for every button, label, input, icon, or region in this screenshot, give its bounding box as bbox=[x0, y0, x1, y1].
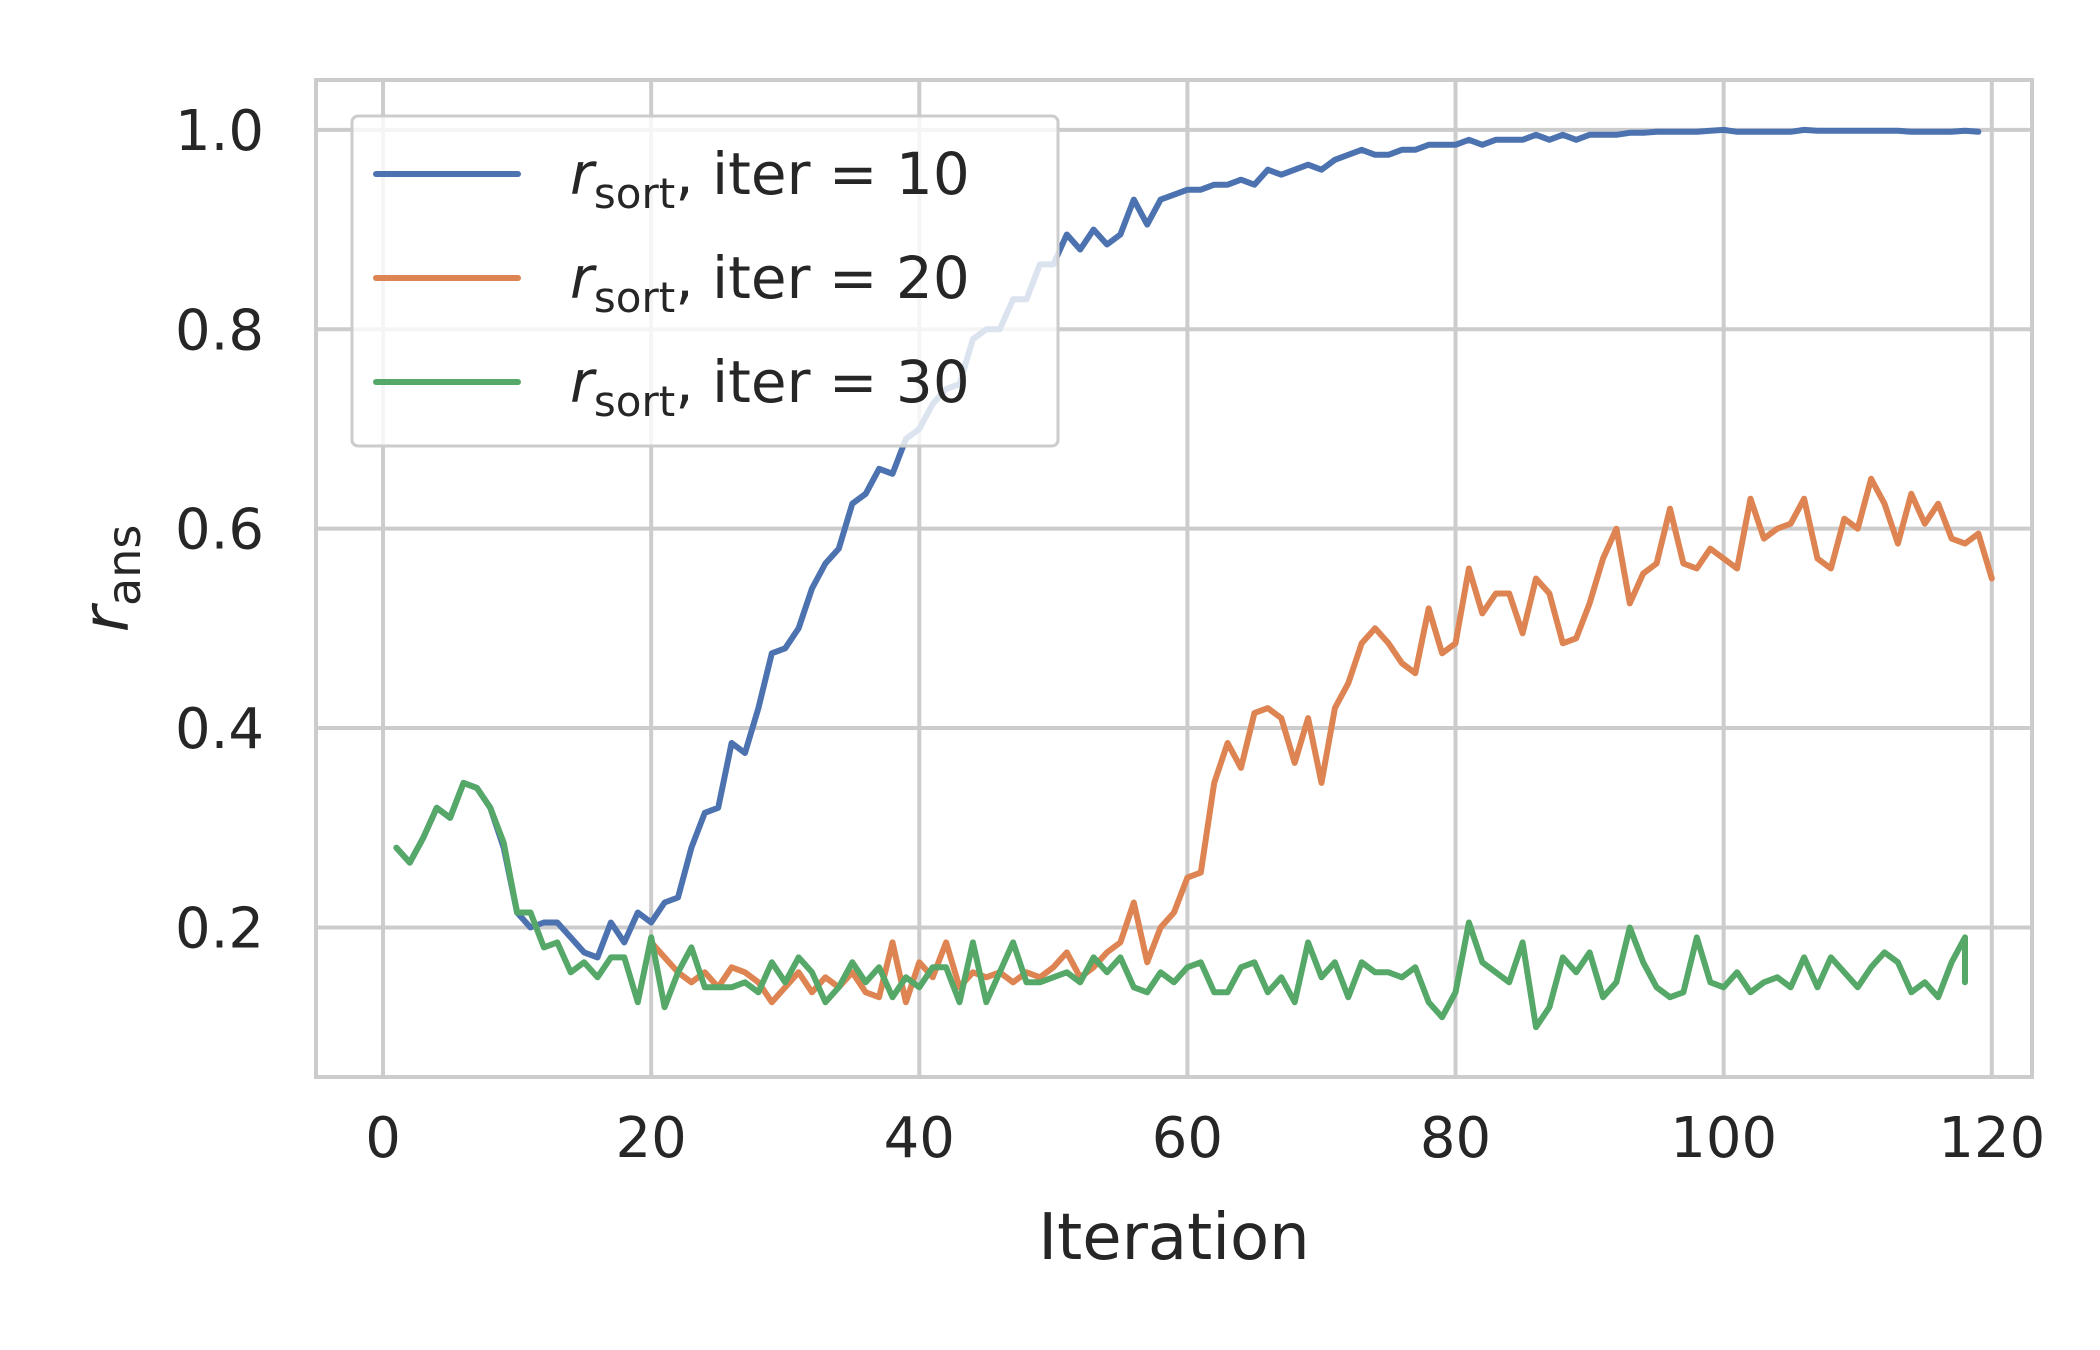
legend-label-3: rsort, iter = 30 bbox=[570, 348, 970, 426]
x-tick-label: 100 bbox=[1670, 1106, 1777, 1171]
series-layer bbox=[393, 126, 1995, 1031]
x-tick-label: 40 bbox=[884, 1106, 955, 1171]
y-axis-label-base: r bbox=[70, 602, 144, 632]
y-axis-ticks: 0.2 0.4 0.6 0.8 1.0 bbox=[175, 99, 264, 962]
y-axis-label: rans bbox=[70, 525, 151, 633]
x-tick-label: 120 bbox=[1938, 1106, 2045, 1171]
x-axis-ticks: 0 20 40 60 80 100 120 bbox=[365, 1106, 2045, 1171]
y-axis-label-subscript: ans bbox=[97, 525, 151, 606]
series-line-2 bbox=[648, 475, 1995, 1006]
legend-box bbox=[350, 114, 1060, 448]
series-line-1 bbox=[393, 126, 1982, 961]
y-tick-label: 1.0 bbox=[175, 99, 264, 164]
legend: rsort, iter = 10 rsort, iter = 20 rsort, i… bbox=[350, 114, 1060, 448]
y-tick-label: 0.2 bbox=[175, 896, 264, 961]
x-tick-label: 60 bbox=[1152, 1106, 1223, 1171]
legend-label-1: rsort, iter = 10 bbox=[570, 140, 970, 218]
y-tick-label: 0.4 bbox=[175, 697, 264, 762]
legend-label-2: rsort, iter = 20 bbox=[570, 244, 970, 322]
x-axis-label: Iteration bbox=[1038, 1201, 1309, 1275]
series-line-3 bbox=[393, 779, 1968, 1031]
x-tick-label: 80 bbox=[1420, 1106, 1491, 1171]
y-tick-label: 0.6 bbox=[175, 498, 264, 563]
plot-frame bbox=[314, 78, 2034, 1079]
x-tick-label: 0 bbox=[365, 1106, 401, 1171]
x-tick-label: 20 bbox=[616, 1106, 687, 1171]
y-tick-label: 0.8 bbox=[175, 298, 264, 363]
